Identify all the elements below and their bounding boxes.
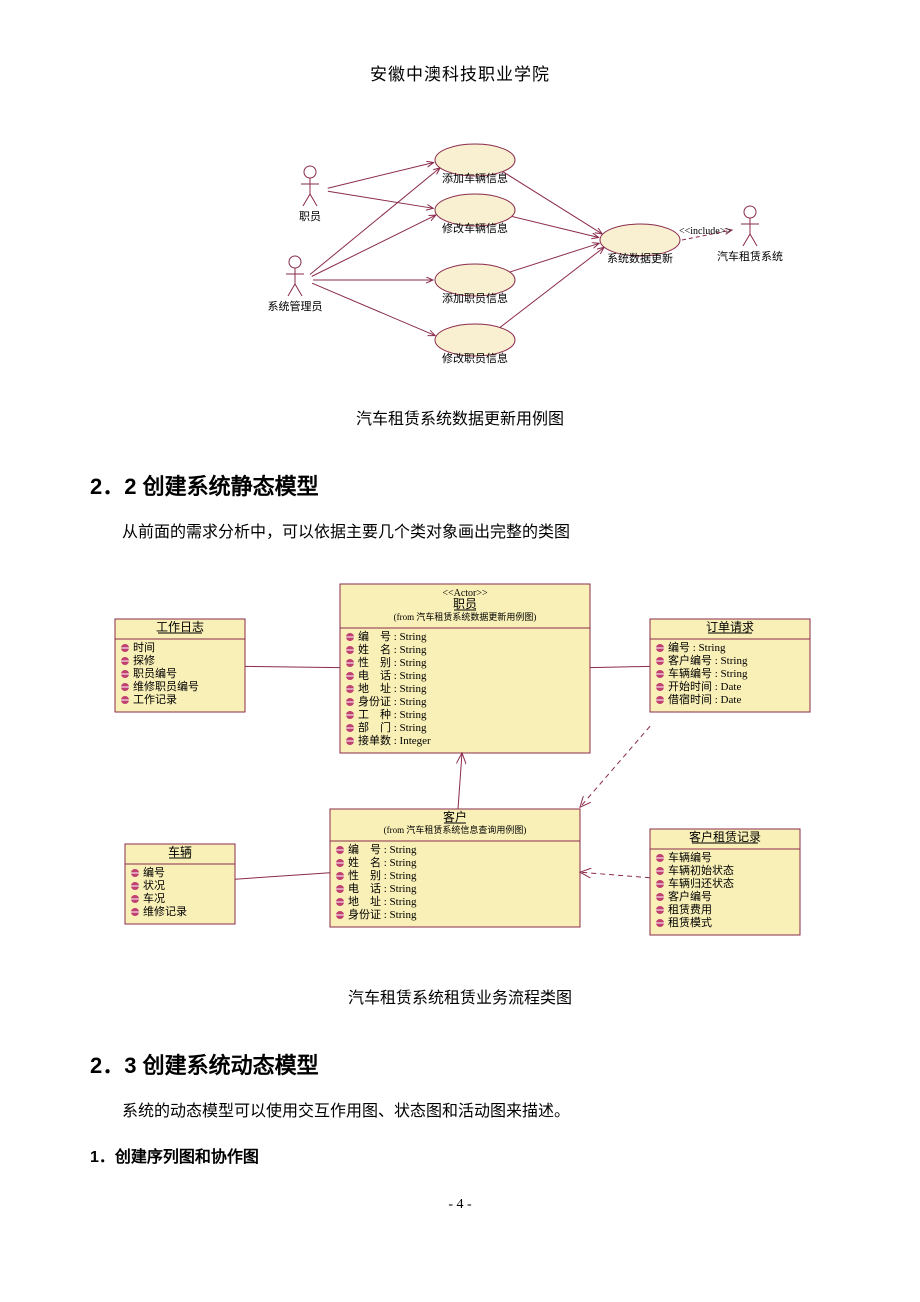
svg-text:(from 汽车租赁系统数据更新用例图): (from 汽车租赁系统数据更新用例图)	[394, 611, 537, 622]
svg-text:客户: 客户	[443, 809, 467, 824]
svg-text:编号 : String: 编号 : String	[668, 640, 726, 654]
svg-text:车辆: 车辆	[168, 844, 192, 859]
svg-text:客户租赁记录: 客户租赁记录	[689, 829, 761, 844]
svg-text:姓 名 : String: 姓 名 : String	[358, 642, 427, 656]
svg-text:维修职员编号: 维修职员编号	[133, 679, 199, 693]
document-page: 安徽中澳科技职业学院 <<include>>职员系统管理员汽车租赁系统添加车辆信…	[0, 0, 920, 1253]
section-2-3-body: 系统的动态模型可以使用交互作用图、状态图和活动图来描述。	[90, 1098, 830, 1125]
svg-text:时间: 时间	[133, 641, 155, 654]
usecase-caption: 汽车租赁系统数据更新用例图	[90, 405, 830, 429]
svg-text:职员: 职员	[453, 597, 477, 611]
svg-text:编号: 编号	[143, 865, 165, 879]
svg-text:添加职员信息: 添加职员信息	[442, 291, 508, 305]
svg-text:探修: 探修	[133, 653, 155, 667]
svg-text:接单数 : Integer: 接单数 : Integer	[358, 734, 431, 747]
svg-text:(from 汽车租赁系统信息查询用例图): (from 汽车租赁系统信息查询用例图)	[384, 824, 527, 835]
section-2-3-sub1: 1．创建序列图和协作图	[90, 1143, 830, 1167]
svg-text:身份证 : String: 身份证 : String	[348, 907, 417, 921]
svg-text:车辆编号 : String: 车辆编号 : String	[668, 666, 748, 680]
svg-text:租赁模式: 租赁模式	[668, 915, 712, 929]
svg-text:部 门 : String: 部 门 : String	[358, 720, 427, 734]
svg-text:性 别 : String: 性 别 : String	[358, 655, 427, 669]
section-2-2-title: 2．2 创建系统静态模型	[90, 469, 830, 501]
svg-text:电 话 : String: 电 话 : String	[348, 882, 417, 895]
svg-text:车辆编号: 车辆编号	[668, 850, 712, 864]
svg-text:汽车租赁系统: 汽车租赁系统	[717, 249, 783, 263]
page-header: 安徽中澳科技职业学院	[90, 60, 830, 85]
page-number: - 4 -	[90, 1197, 830, 1213]
svg-text:性 别 : String: 性 别 : String	[348, 868, 417, 882]
svg-text:工作记录: 工作记录	[133, 693, 177, 706]
svg-text:地 址 : String: 地 址 : String	[348, 894, 417, 908]
svg-text:身份证 : String: 身份证 : String	[358, 694, 427, 708]
usecase-diagram: <<include>> 职员系统管理员 汽车租赁系统 添加车辆信息修改车辆信息添加职员…	[100, 125, 820, 385]
svg-text:姓 名 : String: 姓 名 : String	[348, 855, 417, 869]
svg-text:添加车辆信息: 添加车辆信息	[442, 171, 508, 185]
svg-text:职员编号: 职员编号	[133, 666, 177, 680]
svg-text:订单请求: 订单请求	[706, 620, 754, 634]
class-caption: 汽车租赁系统租赁业务流程类图	[90, 984, 830, 1008]
svg-text:系统管理员: 系统管理员	[268, 299, 323, 313]
svg-text:地 址 : String: 地 址 : String	[358, 681, 427, 695]
section-2-3-title: 2．3 创建系统动态模型	[90, 1048, 830, 1080]
svg-text:工作日志: 工作日志	[156, 620, 204, 634]
svg-text:车辆归还状态: 车辆归还状态	[668, 876, 734, 890]
svg-text:客户编号 : String: 客户编号 : String	[668, 653, 748, 667]
svg-text:修改车辆信息: 修改车辆信息	[442, 221, 508, 235]
svg-text:工 种 : String: 工 种 : String	[358, 707, 427, 721]
svg-text:系统数据更新: 系统数据更新	[607, 251, 673, 265]
svg-text:<<include>>: <<include>>	[679, 226, 731, 237]
svg-text:租赁费用: 租赁费用	[668, 902, 712, 916]
svg-text:借宿时间 : Date: 借宿时间 : Date	[668, 692, 741, 706]
svg-text:车辆初始状态: 车辆初始状态	[668, 863, 734, 877]
svg-text:客户编号: 客户编号	[668, 889, 712, 903]
svg-text:修改职员信息: 修改职员信息	[442, 351, 508, 365]
svg-text:车况: 车况	[143, 891, 165, 905]
svg-text:电 话 : String: 电 话 : String	[358, 669, 427, 682]
svg-text:职员: 职员	[299, 210, 321, 223]
svg-text:开始时间 : Date: 开始时间 : Date	[668, 679, 741, 693]
section-2-2-body: 从前面的需求分析中，可以依据主要几个类对象画出完整的类图	[90, 519, 830, 546]
svg-text:编 号 : String: 编 号 : String	[358, 629, 427, 643]
svg-text:维修记录: 维修记录	[143, 904, 187, 918]
svg-text:状况: 状况	[143, 878, 165, 892]
class-diagram: 工作日志时间探修职员编号维修职员编号工作记录<<Actor>>职员(from 汽…	[95, 564, 825, 964]
svg-text:编 号 : String: 编 号 : String	[348, 842, 417, 856]
